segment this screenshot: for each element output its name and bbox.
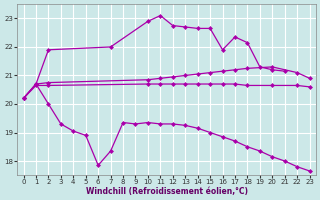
X-axis label: Windchill (Refroidissement éolien,°C): Windchill (Refroidissement éolien,°C): [85, 187, 248, 196]
